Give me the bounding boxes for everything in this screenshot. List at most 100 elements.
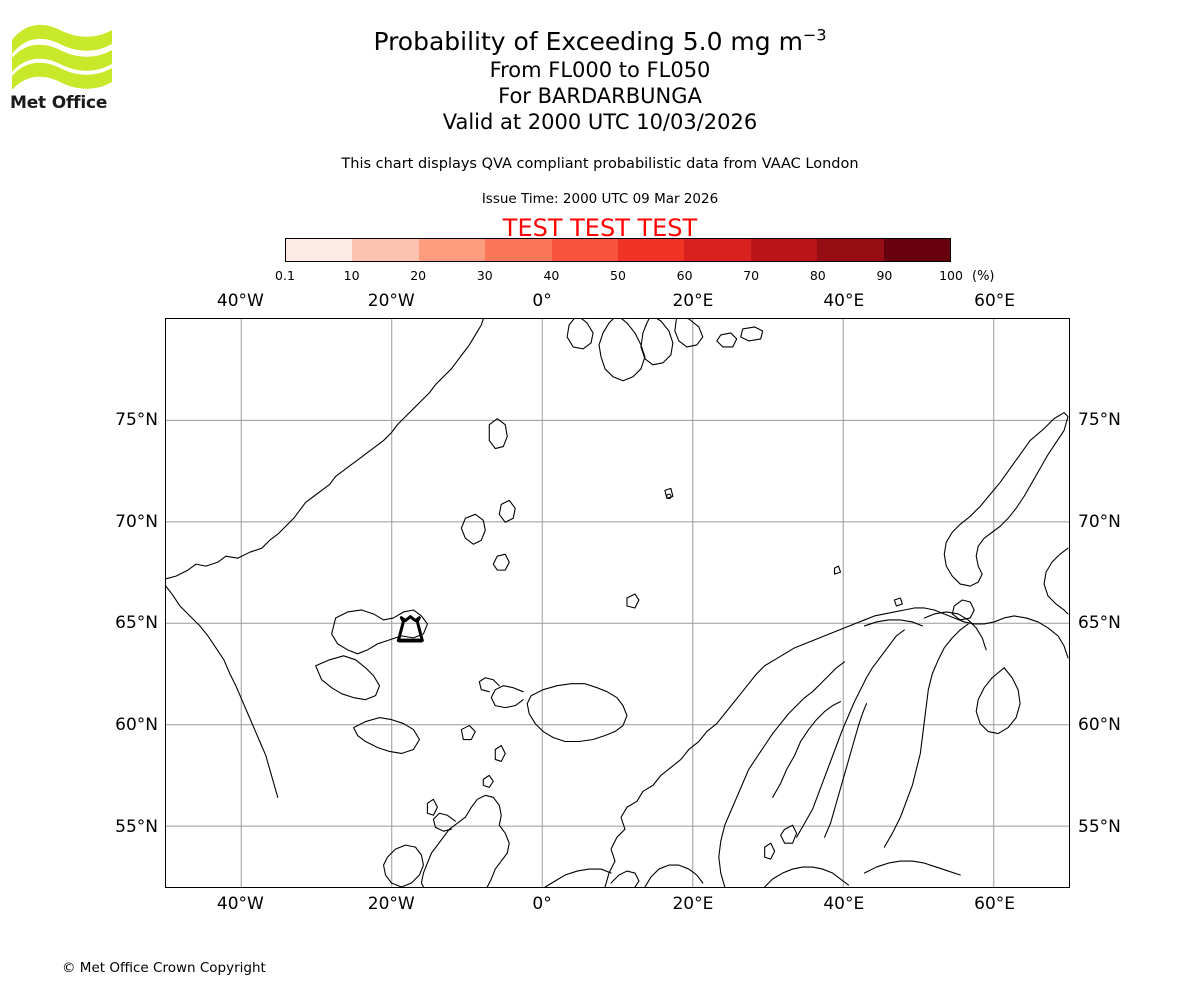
- lat-label-right-55°N: 55°N: [1078, 816, 1121, 837]
- colorbar-tick-50: 50: [610, 268, 626, 283]
- kola-peninsula-north: [1013, 615, 1069, 659]
- valid-time-line: Valid at 2000 UTC 10/03/2026: [442, 110, 758, 134]
- qva-compliance-note: This chart displays QVA compliant probab…: [341, 156, 859, 172]
- lon-label-top-40°E: 40°E: [823, 291, 865, 311]
- colorbar-segment-6: [684, 239, 751, 261]
- lon-label-bottom-60°E: 60°E: [974, 894, 1016, 914]
- scotland-west-lochs: [432, 812, 456, 832]
- gulf-of-finland-coast: [863, 860, 961, 876]
- gotland-island: [780, 824, 798, 844]
- norway-sweden-border: [718, 661, 846, 887]
- greenland-south-fjord: [353, 717, 420, 755]
- colorbar-segment-5: [618, 239, 685, 261]
- colorbar-segment-8: [817, 239, 884, 261]
- lon-label-bottom-20°E: 20°E: [672, 894, 714, 914]
- lat-label-left-65°N: 65°N: [115, 613, 158, 634]
- yamal-west-coast: [1043, 547, 1069, 615]
- probability-colorbar: [285, 238, 951, 262]
- gulf-of-bothnia-east: [823, 703, 867, 838]
- colorbar-tick-20: 20: [410, 268, 427, 283]
- coastline-layer: [166, 319, 1069, 887]
- lon-label-top-0°: 0°: [532, 291, 552, 311]
- lat-label-left-75°N: 75°N: [115, 409, 158, 430]
- lon-label-top-20°E: 20°E: [672, 291, 714, 311]
- lat-label-right-60°N: 60°N: [1078, 715, 1121, 736]
- vaygach-island: [951, 599, 975, 621]
- colorbar-tick-10: 10: [343, 268, 360, 283]
- colorbar-tick-80: 80: [809, 268, 826, 283]
- outer-hebrides: [426, 798, 438, 816]
- lat-label-left-70°N: 70°N: [115, 511, 158, 532]
- colorbar-segment-3: [485, 239, 552, 261]
- page-title-text: Probability of Exceeding 5.0 mg m: [373, 27, 803, 56]
- bear-island: [664, 487, 674, 499]
- greenland-island-b: [488, 418, 508, 450]
- colorbar-segment-7: [750, 239, 818, 261]
- colorbar-segment-1: [352, 239, 419, 261]
- faroe-islands: [460, 725, 476, 741]
- finland-russia-border: [883, 623, 969, 848]
- colorbar-unit-label: (%): [972, 269, 995, 284]
- lon-label-bottom-40°W: 40°W: [216, 894, 264, 914]
- greenland-south-coast: [166, 585, 279, 798]
- novaya-zemlya: [943, 412, 1069, 587]
- colorbar-segment-2: [418, 239, 486, 261]
- greenland-fjord-detail: [331, 609, 428, 655]
- great-britain-east-coast: [464, 794, 510, 887]
- test-banner: TEST TEST TEST: [502, 214, 698, 242]
- issue-time-label: Issue Time: 2000 UTC 09 Mar 2026: [481, 191, 719, 207]
- greenland-island-d: [492, 553, 510, 571]
- lat-label-right-70°N: 70°N: [1078, 511, 1121, 532]
- arctic-islet-b: [833, 565, 842, 575]
- colorbar-tick-70: 70: [743, 268, 760, 283]
- denmark-jutland: [644, 864, 704, 887]
- map-plot-area[interactable]: [165, 318, 1070, 888]
- norway-west-coast: [604, 619, 866, 887]
- lat-label-left-60°N: 60°N: [115, 715, 158, 736]
- arctic-islet-c: [666, 493, 672, 500]
- denmark-islands: [610, 870, 640, 887]
- iceland-coast: [526, 683, 628, 743]
- page-title: Probability of Exceeding 5.0 mg m−3: [0, 26, 1200, 57]
- colorbar-tick-90: 90: [876, 268, 893, 283]
- greenland-island-a: [460, 513, 486, 545]
- map-canvas: [166, 319, 1069, 887]
- lat-label-right-65°N: 65°N: [1078, 613, 1121, 634]
- colorbar-gradient: [285, 238, 951, 262]
- iceland-westfjords: [490, 685, 524, 709]
- colorbar-tick-100: 100: [939, 268, 963, 283]
- colorbar-segment-4: [551, 239, 619, 261]
- chart-title-block: Probability of Exceeding 5.0 mg m−3 From…: [0, 26, 1200, 135]
- north-sea-south-coast: [544, 868, 612, 887]
- gulf-of-bothnia-west: [772, 701, 842, 798]
- page-title-exponent: −3: [802, 25, 827, 45]
- greenland-island-c: [498, 499, 516, 523]
- lon-label-top-60°E: 60°E: [974, 291, 1016, 311]
- kvitoya-island: [716, 332, 738, 348]
- greenland-peninsula-detail: [315, 655, 381, 701]
- met-office-wave-mark: [12, 24, 112, 90]
- lon-label-bottom-40°E: 40°E: [823, 894, 865, 914]
- barents-south-coast: [863, 619, 923, 627]
- colorbar-tick-0.1: 0.1: [275, 268, 295, 283]
- graticule-gridlines: [166, 319, 1069, 887]
- lon-label-bottom-20°W: 20°W: [367, 894, 415, 914]
- arctic-islet-a: [893, 597, 903, 607]
- orkney-islands: [482, 774, 494, 788]
- lon-label-top-20°W: 20°W: [367, 291, 415, 311]
- great-britain-west-coast: [420, 816, 466, 887]
- lon-label-top-40°W: 40°W: [216, 291, 264, 311]
- colorbar-tick-60: 60: [676, 268, 693, 283]
- oland-island: [764, 842, 776, 860]
- shetland-islands: [494, 744, 506, 762]
- svalbard-spitsbergen: [598, 319, 646, 382]
- ireland-coast: [382, 844, 424, 887]
- franz-josef-islet: [740, 326, 764, 342]
- copyright-notice: © Met Office Crown Copyright: [62, 960, 266, 976]
- colorbar-segment-9: [883, 239, 951, 261]
- volcano-icon: [396, 615, 424, 643]
- kanin-peninsula: [923, 611, 987, 651]
- svalbard-nordaustlandet: [640, 319, 674, 366]
- lat-label-right-75°N: 75°N: [1078, 409, 1121, 430]
- sweden-finland-border: [796, 629, 905, 838]
